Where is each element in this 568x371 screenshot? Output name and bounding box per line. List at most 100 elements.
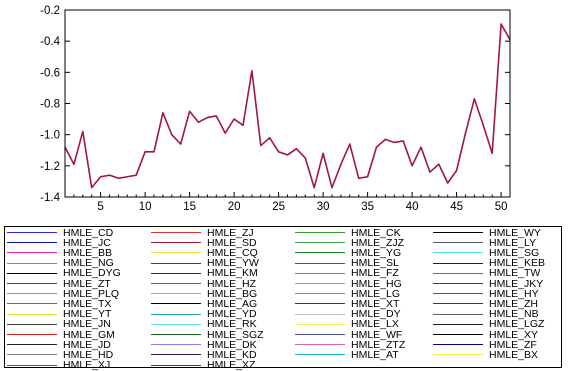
legend-swatch xyxy=(151,283,201,285)
legend-label: HMLE_XZ xyxy=(207,359,256,371)
data-point xyxy=(189,110,191,112)
data-point xyxy=(482,124,484,126)
legend-swatch xyxy=(433,303,483,305)
legend-label: HMLE_YD xyxy=(207,308,257,321)
legend-label: HMLE_BG xyxy=(207,287,258,300)
legend-swatch xyxy=(433,323,483,325)
legend-swatch xyxy=(295,283,345,285)
legend-item: HMLE_YG xyxy=(295,248,401,258)
data-point xyxy=(233,118,235,120)
legend-label: HMLE_JN xyxy=(63,318,111,331)
legend-label: HMLE_ZF xyxy=(489,338,537,351)
legend-swatch xyxy=(295,272,345,274)
legend-item: HMLE_BB xyxy=(7,248,112,258)
legend-item: HMLE_HY xyxy=(433,289,539,299)
legend-item: HMLE_DY xyxy=(295,309,401,319)
legend-item: HMLE_ZTZ xyxy=(295,340,405,350)
legend-swatch xyxy=(7,303,57,305)
legend-item: HMLE_GM xyxy=(7,329,115,340)
legend-item: HMLE_CQ xyxy=(151,248,258,258)
legend-swatch xyxy=(7,262,57,264)
legend-item: HMLE_TW xyxy=(433,268,540,279)
legend-label: HMLE_RK xyxy=(207,318,257,331)
data-point xyxy=(82,130,84,133)
legend-item: HMLE_JKY xyxy=(433,277,544,290)
legend-item: HMLE_BG xyxy=(151,289,257,299)
plot-frame xyxy=(64,9,511,198)
legend-item: HMLE_ZJZ xyxy=(295,238,404,248)
legend-label: HMLE_DYG xyxy=(63,267,121,280)
legend-item: HMLE_HZ xyxy=(151,278,256,289)
data-point xyxy=(180,143,182,145)
legend-swatch xyxy=(7,344,57,346)
data-point xyxy=(224,132,226,134)
y-tick-label: -0.8 xyxy=(40,99,60,111)
data-point xyxy=(473,98,475,100)
legend-label: HMLE_YW xyxy=(207,257,259,270)
legend-swatch xyxy=(151,252,201,254)
data-point xyxy=(197,121,200,123)
legend-label: HMLE_LX xyxy=(351,318,399,331)
legend-item: HMLE_KD xyxy=(151,350,257,360)
legend-label: HMLE_ZH xyxy=(489,297,539,310)
legend-label: HMLE_XJ xyxy=(63,359,111,371)
data-point xyxy=(420,146,422,148)
legend-item: HMLE_HG xyxy=(295,277,402,290)
legend-label: HMLE_HG xyxy=(351,277,402,290)
legend-swatch xyxy=(295,242,345,244)
legend-item: HMLE_XZ xyxy=(151,360,255,370)
data-point xyxy=(251,70,253,72)
data-point xyxy=(500,23,502,25)
legend-label: HMLE_JKY xyxy=(489,277,544,290)
legend-item: HMLE_LG xyxy=(295,289,400,299)
legend-swatch xyxy=(295,262,345,264)
legend-item: HMLE_XY xyxy=(433,329,538,340)
legend-swatch xyxy=(433,272,483,274)
data-point xyxy=(100,176,102,178)
data-point xyxy=(242,124,244,126)
legend-swatch xyxy=(433,354,483,356)
x-tick-label: 25 xyxy=(272,201,285,213)
legend-swatch xyxy=(151,242,201,244)
data-point xyxy=(73,163,75,165)
legend-swatch xyxy=(7,313,57,315)
legend-swatch xyxy=(151,344,201,346)
legend-item: HMLE_TX xyxy=(7,299,111,309)
legend-label: HMLE_SGZ xyxy=(207,328,264,341)
data-point xyxy=(162,112,164,114)
legend-label: HMLE_KM xyxy=(207,267,258,280)
legend-swatch xyxy=(433,262,483,264)
legend-label: HMLE_HY xyxy=(489,287,539,300)
x-tick-label: 20 xyxy=(228,201,241,213)
legend-item: HMLE_SD xyxy=(151,238,257,248)
x-axis-ticks: 5 10 15 20 25 30 35 40 45 50 xyxy=(64,192,511,213)
legend-item: HMLE_LX xyxy=(295,318,399,331)
data-point xyxy=(402,140,404,142)
legend-item: HMLE_XT xyxy=(295,299,399,309)
legend-swatch xyxy=(7,272,57,274)
legend-item: HMLE_NG xyxy=(7,258,114,268)
legend-label: HMLE_SL xyxy=(351,257,399,270)
data-point xyxy=(491,152,493,154)
legend-label: HMLE_YG xyxy=(351,246,402,259)
legend-label: HMLE_SG xyxy=(489,246,540,259)
data-point xyxy=(153,151,155,153)
legend-swatch xyxy=(433,232,483,234)
data-point xyxy=(340,163,342,165)
legend-item: HMLE_KM xyxy=(151,267,258,280)
legend-label: HMLE_KD xyxy=(207,348,257,361)
x-tick-label: 40 xyxy=(406,201,419,213)
legend-label: HMLE_NG xyxy=(63,257,114,270)
legend-swatch xyxy=(151,364,201,366)
data-point xyxy=(384,138,386,140)
legend-item: HMLE_RK xyxy=(151,318,257,331)
legend-label: HMLE_AG xyxy=(207,297,258,310)
data-point xyxy=(349,143,351,145)
legend-swatch xyxy=(151,232,201,234)
data-point xyxy=(429,171,431,173)
legend-swatch xyxy=(151,262,201,264)
legend-label: HMLE_DK xyxy=(207,338,257,351)
y-tick-label: -0.4 xyxy=(40,36,60,48)
legend-swatch xyxy=(433,293,483,295)
legend-label: HMLE_CD xyxy=(63,226,114,239)
